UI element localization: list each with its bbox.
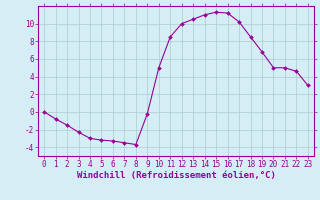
X-axis label: Windchill (Refroidissement éolien,°C): Windchill (Refroidissement éolien,°C)	[76, 171, 276, 180]
